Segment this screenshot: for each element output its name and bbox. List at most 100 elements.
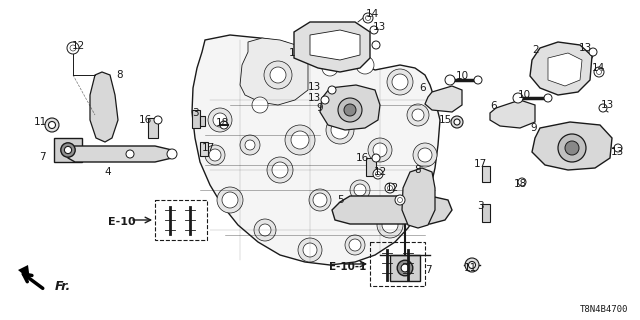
Circle shape xyxy=(362,97,378,113)
Text: T8N4B4700: T8N4B4700 xyxy=(580,306,628,315)
Text: 16: 16 xyxy=(138,115,152,125)
Circle shape xyxy=(373,169,383,179)
Text: 14: 14 xyxy=(365,9,379,19)
Circle shape xyxy=(596,69,602,75)
Text: E-10-1: E-10-1 xyxy=(330,262,367,272)
Circle shape xyxy=(209,149,221,161)
Circle shape xyxy=(465,258,479,272)
Circle shape xyxy=(368,138,392,162)
Polygon shape xyxy=(192,35,440,265)
Circle shape xyxy=(259,224,271,236)
Circle shape xyxy=(387,69,413,95)
Text: 3: 3 xyxy=(192,108,198,118)
Circle shape xyxy=(267,157,293,183)
Polygon shape xyxy=(490,100,535,128)
Circle shape xyxy=(213,113,227,127)
Text: 13: 13 xyxy=(600,100,614,110)
Circle shape xyxy=(245,140,255,150)
Circle shape xyxy=(264,61,292,89)
Circle shape xyxy=(350,180,370,200)
Polygon shape xyxy=(240,38,308,105)
Circle shape xyxy=(382,217,398,233)
Circle shape xyxy=(154,116,162,124)
Circle shape xyxy=(518,178,526,186)
Circle shape xyxy=(513,93,523,103)
Text: Fr.: Fr. xyxy=(55,281,71,293)
Circle shape xyxy=(401,264,409,272)
Bar xyxy=(482,204,490,222)
Bar xyxy=(200,142,208,156)
Circle shape xyxy=(254,219,276,241)
Circle shape xyxy=(409,189,421,201)
Circle shape xyxy=(354,184,366,196)
Circle shape xyxy=(270,67,286,83)
Circle shape xyxy=(321,96,329,104)
Text: 15: 15 xyxy=(438,115,452,125)
Circle shape xyxy=(376,172,381,177)
Circle shape xyxy=(599,104,607,112)
Text: 12: 12 xyxy=(373,167,387,177)
Text: 18: 18 xyxy=(216,118,228,128)
Bar xyxy=(192,110,200,128)
Text: 13: 13 xyxy=(579,43,591,53)
Bar xyxy=(482,166,490,182)
Circle shape xyxy=(372,154,380,162)
Circle shape xyxy=(395,195,405,205)
Circle shape xyxy=(413,143,437,167)
Text: 10: 10 xyxy=(517,90,531,100)
Circle shape xyxy=(387,186,392,190)
Polygon shape xyxy=(425,86,462,112)
Text: 10: 10 xyxy=(456,71,468,81)
Circle shape xyxy=(309,189,331,211)
Circle shape xyxy=(222,192,238,208)
Circle shape xyxy=(285,125,315,155)
Text: 7: 7 xyxy=(38,152,45,162)
Text: 5: 5 xyxy=(337,195,343,205)
Circle shape xyxy=(544,94,552,102)
Polygon shape xyxy=(294,22,370,72)
Polygon shape xyxy=(310,30,360,60)
Circle shape xyxy=(61,143,76,157)
Text: 1: 1 xyxy=(289,48,295,58)
Circle shape xyxy=(363,13,373,23)
Polygon shape xyxy=(68,146,172,162)
Text: 6: 6 xyxy=(420,83,426,93)
Circle shape xyxy=(349,239,361,251)
Bar xyxy=(366,158,376,176)
Circle shape xyxy=(126,150,134,158)
Circle shape xyxy=(397,260,413,276)
Polygon shape xyxy=(402,168,435,228)
Circle shape xyxy=(313,193,327,207)
Circle shape xyxy=(474,76,482,84)
Circle shape xyxy=(272,162,288,178)
Circle shape xyxy=(614,144,622,152)
Polygon shape xyxy=(530,42,592,95)
Circle shape xyxy=(397,197,403,203)
Circle shape xyxy=(65,146,72,154)
Circle shape xyxy=(303,243,317,257)
Circle shape xyxy=(558,134,586,162)
Circle shape xyxy=(49,122,56,129)
Text: 13: 13 xyxy=(372,22,386,32)
Circle shape xyxy=(322,60,338,76)
Text: E-10: E-10 xyxy=(108,217,136,227)
Circle shape xyxy=(45,118,59,132)
Circle shape xyxy=(252,97,268,113)
Text: 11: 11 xyxy=(33,117,47,127)
Circle shape xyxy=(240,135,260,155)
Text: 11: 11 xyxy=(463,263,477,273)
Circle shape xyxy=(372,41,380,49)
Text: 7: 7 xyxy=(425,265,431,275)
Circle shape xyxy=(67,42,79,54)
Circle shape xyxy=(338,98,362,122)
Text: 9: 9 xyxy=(531,123,538,133)
Polygon shape xyxy=(532,122,612,170)
Circle shape xyxy=(205,145,225,165)
Polygon shape xyxy=(320,85,380,130)
Circle shape xyxy=(451,116,463,128)
Bar xyxy=(370,242,425,286)
Circle shape xyxy=(385,183,395,193)
Circle shape xyxy=(291,131,309,149)
Circle shape xyxy=(344,104,356,116)
Text: 16: 16 xyxy=(355,153,369,163)
